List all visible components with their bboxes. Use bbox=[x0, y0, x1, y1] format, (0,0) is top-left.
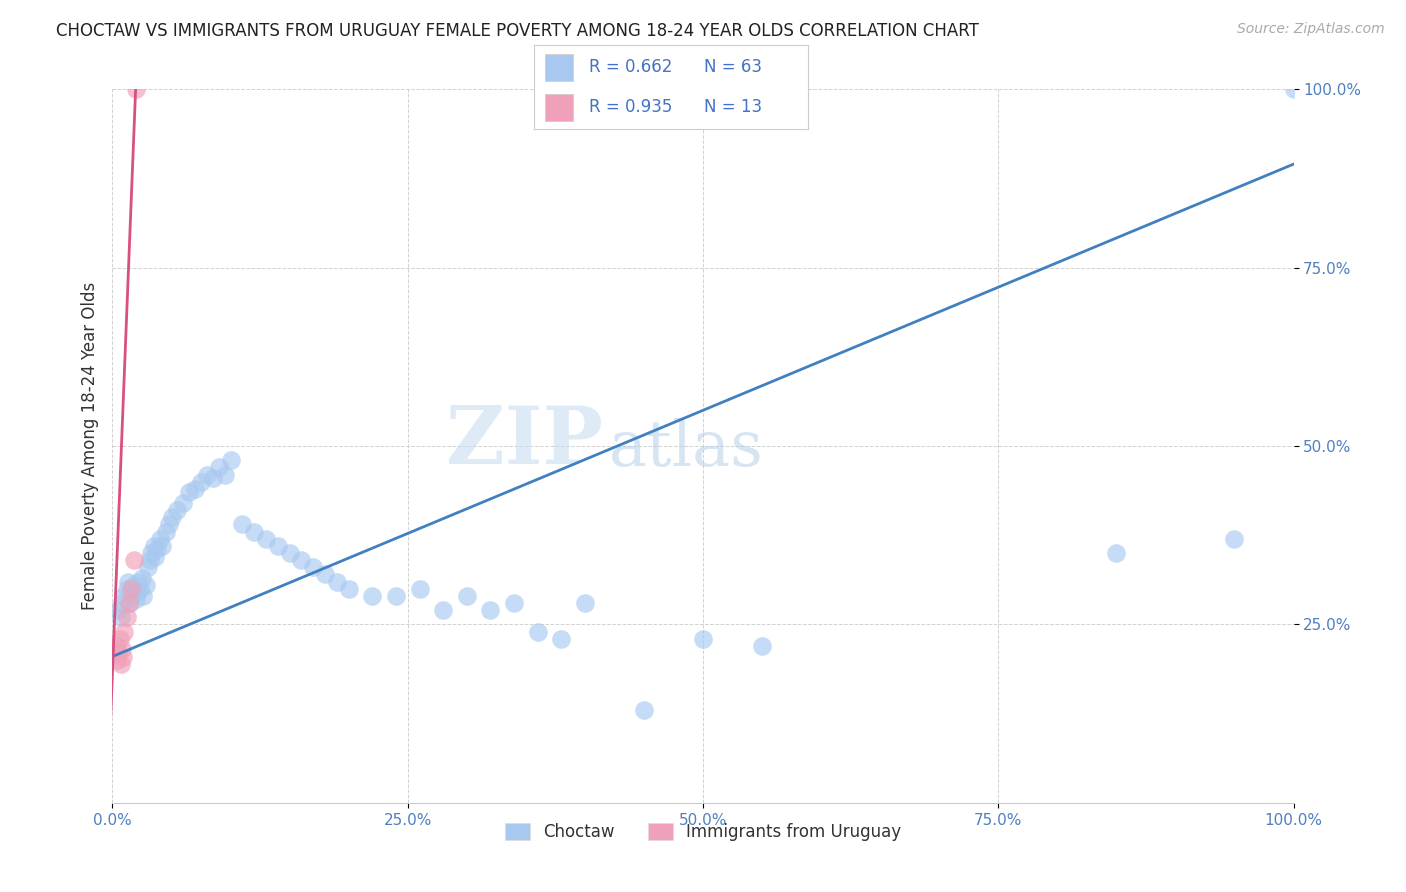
Point bbox=[160, 510, 183, 524]
Legend: Choctaw, Immigrants from Uruguay: Choctaw, Immigrants from Uruguay bbox=[498, 816, 908, 848]
Point bbox=[432, 603, 454, 617]
Point bbox=[117, 574, 139, 589]
Point bbox=[361, 589, 384, 603]
Point bbox=[751, 639, 773, 653]
Point bbox=[107, 646, 129, 660]
Point bbox=[190, 475, 212, 489]
Text: ZIP: ZIP bbox=[446, 403, 603, 482]
Point bbox=[127, 585, 149, 599]
Point bbox=[150, 539, 173, 553]
Point bbox=[195, 467, 218, 482]
Point bbox=[111, 596, 134, 610]
Point bbox=[111, 642, 134, 657]
Point bbox=[143, 549, 166, 564]
Point bbox=[108, 632, 131, 646]
Point bbox=[112, 649, 135, 664]
Point bbox=[139, 553, 162, 567]
Point bbox=[105, 653, 128, 667]
Point bbox=[120, 596, 142, 610]
Point bbox=[125, 82, 148, 96]
Point bbox=[290, 553, 312, 567]
Point bbox=[135, 578, 157, 592]
Point bbox=[128, 582, 150, 596]
Point bbox=[166, 503, 188, 517]
Point bbox=[141, 546, 163, 560]
Point bbox=[120, 582, 142, 596]
Point bbox=[184, 482, 207, 496]
Point bbox=[243, 524, 266, 539]
Point bbox=[456, 589, 478, 603]
Point bbox=[125, 592, 148, 607]
Point bbox=[503, 596, 526, 610]
Bar bbox=[546, 94, 572, 120]
Point bbox=[1105, 546, 1128, 560]
Point bbox=[127, 574, 149, 589]
Point bbox=[112, 624, 135, 639]
Text: Source: ZipAtlas.com: Source: ZipAtlas.com bbox=[1237, 22, 1385, 37]
Point bbox=[146, 542, 169, 557]
Point bbox=[692, 632, 714, 646]
Point bbox=[633, 703, 655, 717]
Point bbox=[118, 596, 141, 610]
Point bbox=[337, 582, 360, 596]
Text: CHOCTAW VS IMMIGRANTS FROM URUGUAY FEMALE POVERTY AMONG 18-24 YEAR OLDS CORRELAT: CHOCTAW VS IMMIGRANTS FROM URUGUAY FEMAL… bbox=[56, 22, 979, 40]
Point bbox=[1223, 532, 1246, 546]
Text: N = 63: N = 63 bbox=[704, 59, 762, 77]
Point bbox=[122, 578, 145, 592]
Point bbox=[149, 532, 172, 546]
Text: N = 13: N = 13 bbox=[704, 98, 762, 116]
Point bbox=[326, 574, 349, 589]
Point bbox=[179, 485, 201, 500]
Y-axis label: Female Poverty Among 18-24 Year Olds: Female Poverty Among 18-24 Year Olds bbox=[80, 282, 98, 610]
Point bbox=[142, 539, 165, 553]
Point bbox=[105, 639, 128, 653]
Text: atlas: atlas bbox=[609, 417, 763, 479]
Point bbox=[155, 524, 177, 539]
Point bbox=[550, 632, 572, 646]
Point bbox=[1282, 82, 1305, 96]
Point bbox=[254, 532, 277, 546]
Point bbox=[219, 453, 242, 467]
Point bbox=[201, 471, 224, 485]
Point bbox=[112, 589, 135, 603]
Point bbox=[479, 603, 502, 617]
Point bbox=[110, 610, 132, 624]
Point bbox=[157, 517, 180, 532]
Point bbox=[385, 589, 408, 603]
Point bbox=[172, 496, 194, 510]
Point bbox=[110, 657, 132, 671]
Point bbox=[208, 460, 231, 475]
Point bbox=[122, 553, 145, 567]
Point bbox=[231, 517, 253, 532]
Point bbox=[115, 610, 138, 624]
Point bbox=[314, 567, 336, 582]
Point bbox=[115, 582, 138, 596]
Bar bbox=[546, 54, 572, 81]
Point bbox=[408, 582, 430, 596]
Point bbox=[574, 596, 596, 610]
Point bbox=[214, 467, 236, 482]
Point bbox=[267, 539, 290, 553]
Point bbox=[132, 589, 155, 603]
Point bbox=[107, 603, 129, 617]
Point bbox=[136, 560, 159, 574]
Text: R = 0.935: R = 0.935 bbox=[589, 98, 672, 116]
Point bbox=[278, 546, 301, 560]
Text: R = 0.662: R = 0.662 bbox=[589, 59, 672, 77]
Point bbox=[526, 624, 548, 639]
Point bbox=[120, 585, 142, 599]
Point bbox=[131, 571, 153, 585]
Point bbox=[302, 560, 325, 574]
